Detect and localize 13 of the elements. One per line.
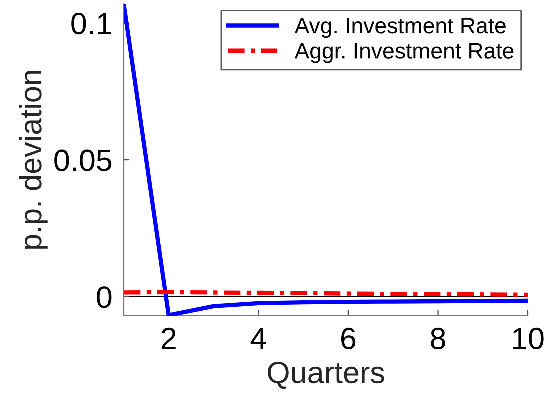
y-tick-label: 0 [97,286,112,308]
x-tick-label: 2 [162,328,176,350]
x-tick-label: 10 [513,328,544,350]
x-tick-label: 6 [342,328,356,350]
y-tick-label: 0.1 [72,12,112,35]
y-tick-label: 0.05 [54,150,112,172]
x-axis-title: Quarters [268,362,384,390]
y-axis-title: p.p. deviation [19,71,48,249]
x-tick-label: 8 [431,328,446,350]
legend-label: Avg. Investment Rate [294,18,506,38]
legend-label: Aggr. Investment Rate [294,43,514,64]
line-series [124,4,528,316]
x-tick-label: 4 [250,328,266,350]
